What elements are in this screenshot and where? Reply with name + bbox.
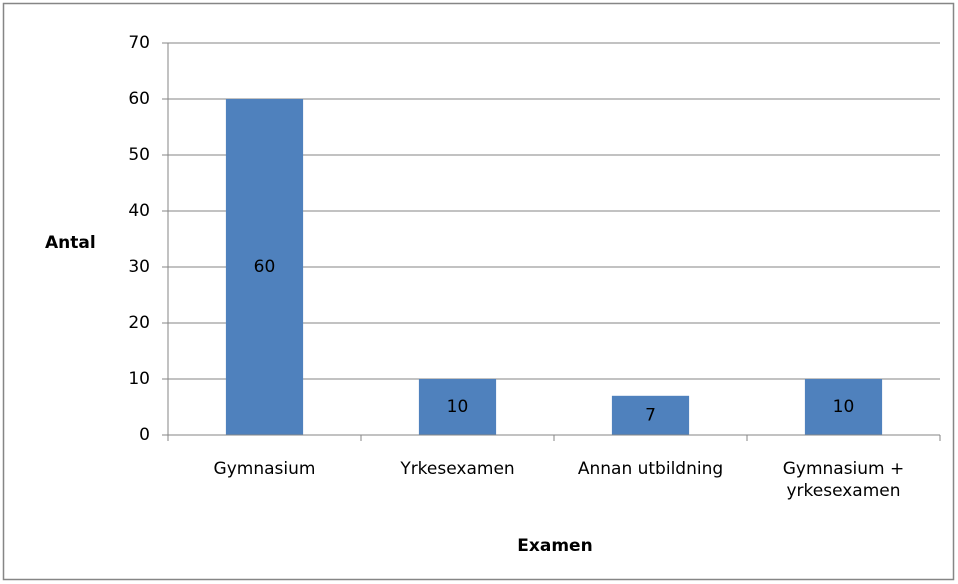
y-tick-label: 20 <box>128 313 150 333</box>
x-axis-title: Examen <box>517 536 592 556</box>
x-tick-label: Gymnasium + yrkesexamen <box>782 459 905 501</box>
bar <box>804 379 883 435</box>
data-label: 10 <box>833 397 855 417</box>
y-tick-label: 0 <box>139 425 150 445</box>
y-tick-label: 60 <box>128 89 150 109</box>
x-tick-label: Gymnasium <box>213 459 316 479</box>
x-tick-label: Annan utbildning <box>577 459 724 479</box>
data-label: 7 <box>645 405 656 425</box>
bar <box>225 99 304 435</box>
y-tick-label: 40 <box>128 201 150 221</box>
y-tick-label: 70 <box>128 33 150 53</box>
y-tick-label: 10 <box>128 369 150 389</box>
y-tick-label: 30 <box>128 257 150 277</box>
bar <box>611 395 690 435</box>
data-label: 10 <box>447 397 469 417</box>
data-label: 60 <box>254 257 276 277</box>
x-tick-label: Yrkesexamen <box>400 459 515 479</box>
y-axis-title: Antal <box>45 233 96 253</box>
y-tick-label: 50 <box>128 145 150 165</box>
bar <box>418 379 497 435</box>
